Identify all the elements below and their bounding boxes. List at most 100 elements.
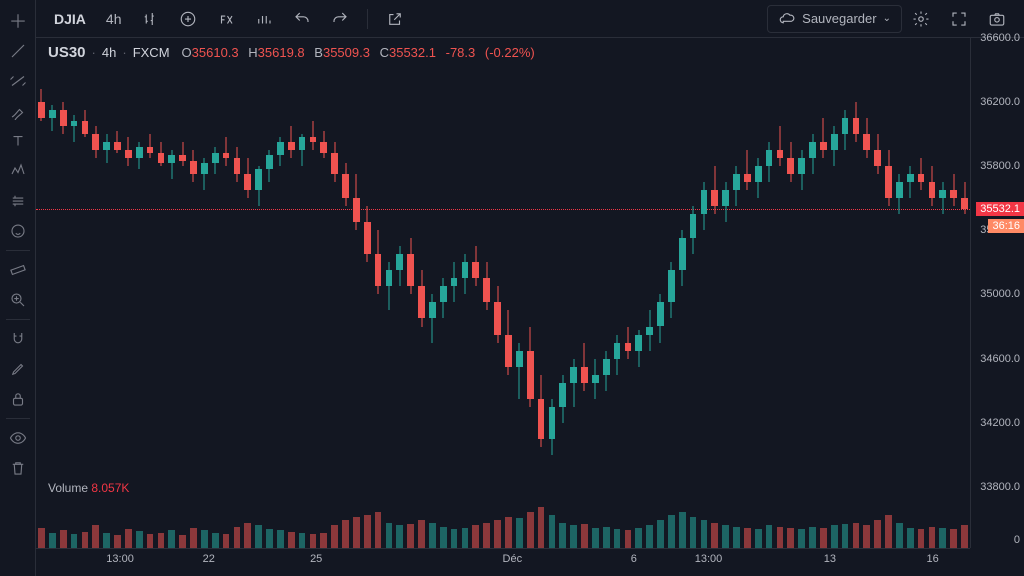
candle: [38, 89, 45, 121]
volume-bar: [462, 528, 469, 548]
volume-bar: [418, 520, 425, 548]
undo-icon: [293, 10, 311, 28]
lock-icon[interactable]: [0, 384, 36, 414]
candle: [527, 327, 534, 407]
redo-button[interactable]: [321, 6, 359, 32]
eye-icon[interactable]: [0, 423, 36, 453]
x-tick: 25: [310, 553, 322, 565]
x-tick: Déc: [503, 553, 523, 565]
compare-button[interactable]: [169, 6, 207, 32]
candle: [331, 142, 338, 182]
pattern-icon[interactable]: [0, 156, 36, 186]
candle: [711, 166, 718, 214]
snapshot-button[interactable]: [978, 6, 1016, 32]
fx-icon: [217, 10, 235, 28]
volume-bar: [92, 525, 99, 548]
popup-button[interactable]: [376, 6, 414, 32]
volume-bar: [364, 515, 371, 548]
volume-bar: [179, 535, 186, 548]
save-button[interactable]: Sauvegarder ⌄: [767, 5, 902, 33]
volume-bar: [82, 532, 89, 548]
y-tick: 35800.0: [980, 160, 1020, 172]
settings-button[interactable]: [902, 6, 940, 32]
volume-bar: [244, 523, 251, 549]
edit-icon[interactable]: [0, 354, 36, 384]
magnet-icon[interactable]: [0, 324, 36, 354]
candle: [49, 105, 56, 131]
price-tag: 36:16: [988, 219, 1024, 233]
chart-style-button[interactable]: [131, 6, 169, 32]
candle: [223, 137, 230, 166]
volume-bar: [386, 523, 393, 549]
candle: [201, 158, 208, 190]
trendline-icon[interactable]: [0, 36, 36, 66]
candle: [451, 262, 458, 302]
candles-icon: [141, 10, 159, 28]
candle: [114, 131, 121, 153]
volume-bar: [853, 523, 860, 549]
candle: [462, 254, 469, 294]
volume-bar: [451, 529, 458, 548]
candle: [929, 166, 936, 206]
crosshair-icon[interactable]: [0, 6, 36, 36]
volume-bar: [527, 512, 534, 548]
candle: [277, 137, 284, 166]
volume-label: Volume 8.057K: [48, 481, 129, 495]
candle: [592, 359, 599, 399]
volume-bar: [777, 527, 784, 548]
interval-button[interactable]: 4h: [96, 7, 132, 31]
candle: [266, 150, 273, 182]
candle: [483, 262, 490, 310]
candle: [907, 166, 914, 198]
candle: [603, 351, 610, 391]
text-icon[interactable]: [0, 126, 36, 156]
y-tick: 33800.0: [980, 481, 1020, 493]
emoji-icon[interactable]: [0, 216, 36, 246]
candle: [755, 158, 762, 198]
candle: [722, 182, 729, 222]
fib-icon[interactable]: [0, 66, 36, 96]
volume-bar: [375, 512, 382, 548]
candle: [494, 286, 501, 342]
candle: [168, 150, 175, 179]
candle: [679, 230, 686, 286]
candle: [625, 327, 632, 359]
volume-bar: [668, 515, 675, 548]
candle: [744, 150, 751, 190]
candle: [950, 174, 957, 206]
volume-bar: [929, 527, 936, 548]
position-icon[interactable]: [0, 186, 36, 216]
chart-pane[interactable]: [36, 38, 970, 548]
volume-bar: [798, 529, 805, 548]
volume-bar: [168, 530, 175, 548]
trash-icon[interactable]: [0, 453, 36, 483]
volume-bar: [310, 534, 317, 548]
redo-icon: [331, 10, 349, 28]
volume-bar: [918, 529, 925, 548]
candle: [842, 110, 849, 150]
candle: [147, 134, 154, 158]
candle: [657, 294, 664, 342]
brush-icon[interactable]: [0, 96, 36, 126]
volume-bar: [885, 515, 892, 548]
price-axis[interactable]: 0 36600.036200.035800.035400.035000.0346…: [970, 38, 1024, 548]
undo-button[interactable]: [283, 6, 321, 32]
zoom-icon[interactable]: [0, 285, 36, 315]
x-tick: 6: [631, 553, 637, 565]
x-tick: 22: [203, 553, 215, 565]
symbol-button[interactable]: DJIA: [44, 7, 96, 31]
volume-bar: [842, 524, 849, 548]
fullscreen-button[interactable]: [940, 6, 978, 32]
ruler-icon[interactable]: [0, 255, 36, 285]
volume-bar: [809, 527, 816, 548]
candle: [646, 310, 653, 350]
alert-button[interactable]: [245, 6, 283, 32]
candle: [244, 158, 251, 198]
candle: [179, 142, 186, 166]
indicators-button[interactable]: [207, 6, 245, 32]
candle: [787, 142, 794, 182]
time-axis[interactable]: 13:002225Déc613:001316: [36, 548, 970, 576]
volume-bar: [288, 532, 295, 548]
candle: [538, 375, 545, 447]
candle: [668, 262, 675, 318]
